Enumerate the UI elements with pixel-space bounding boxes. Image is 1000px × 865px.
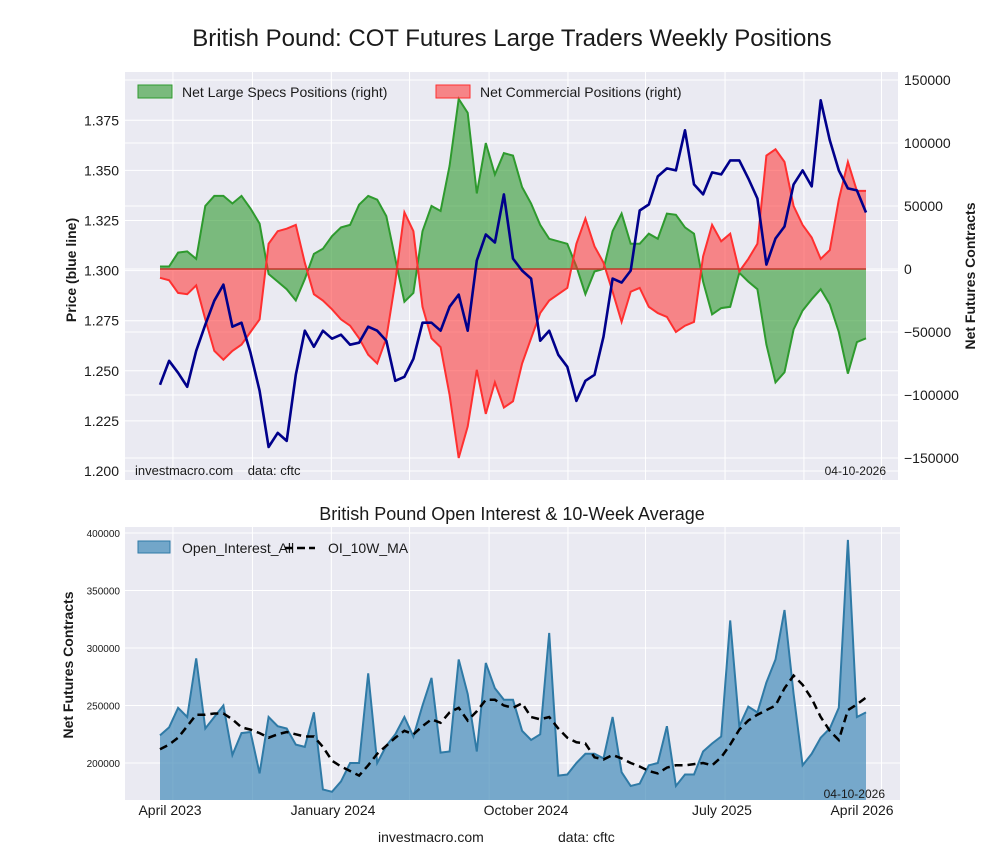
bottom-axis-label: Net Futures Contracts: [60, 591, 76, 738]
legend-label-oi: Open_Interest_All: [182, 540, 294, 556]
bottom-x-tick-label: April 2026: [830, 802, 893, 818]
legend-swatch-specs: [138, 85, 172, 98]
main-title: British Pound: COT Futures Large Traders…: [192, 25, 831, 52]
bottom-x-tick-label: April 2023: [138, 802, 201, 818]
right-tick-label: 0: [904, 261, 912, 277]
bottom-y-ticks: 200000 250000 300000 350000 400000: [87, 529, 121, 770]
right-tick-label: 50000: [904, 198, 943, 214]
bottom-y-tick-label: 300000: [87, 644, 121, 655]
right-tick-label: −50000: [904, 324, 951, 340]
right-axis-label: Net Futures Contracts: [962, 202, 978, 349]
left-tick-label: 1.200: [84, 463, 119, 479]
right-tick-label: −150000: [904, 450, 959, 466]
right-tick-label: 100000: [904, 135, 951, 151]
left-tick-label: 1.225: [84, 413, 119, 429]
footer-site: investmacro.com: [378, 829, 484, 845]
legend-label-specs: Net Large Specs Positions (right): [182, 84, 387, 100]
top-date-stamp: 04-10-2026: [825, 464, 887, 478]
left-axis-ticks: 1.200 1.225 1.250 1.275 1.300 1.325 1.350 1.375: [84, 112, 119, 479]
top-watermark: investmacro.com data: cftc: [135, 463, 301, 478]
left-axis-label: Price (blue line): [63, 218, 79, 322]
left-tick-label: 1.300: [84, 263, 119, 279]
footer-source: data: cftc: [558, 829, 615, 845]
bottom-x-tick-label: July 2025: [692, 802, 752, 818]
bottom-y-tick-label: 250000: [87, 702, 121, 713]
legend-swatch-commercial: [436, 85, 470, 98]
bottom-date-stamp: 04-10-2026: [824, 787, 886, 801]
bottom-y-tick-label: 200000: [87, 759, 121, 770]
left-tick-label: 1.375: [84, 112, 119, 128]
legend-label-commercial: Net Commercial Positions (right): [480, 84, 682, 100]
bottom-y-tick-label: 350000: [87, 587, 121, 598]
left-tick-label: 1.325: [84, 213, 119, 229]
oi-title: British Pound Open Interest & 10-Week Av…: [319, 504, 705, 524]
left-tick-label: 1.275: [84, 313, 119, 329]
bottom-x-tick-label: October 2024: [484, 802, 569, 818]
bottom-x-tick-label: January 2024: [291, 802, 376, 818]
left-tick-label: 1.350: [84, 162, 119, 178]
legend-label-ma: OI_10W_MA: [328, 540, 409, 556]
bottom-x-ticks: April 2023 January 2024 October 2024 July 2…: [138, 802, 893, 818]
left-tick-label: 1.250: [84, 363, 119, 379]
right-tick-label: −100000: [904, 387, 959, 403]
right-tick-label: 150000: [904, 72, 951, 88]
bottom-y-tick-label: 400000: [87, 529, 121, 540]
legend-swatch-oi: [138, 541, 170, 553]
right-axis-ticks: 150000 100000 50000 0 −50000 −100000 −150000: [904, 72, 959, 466]
